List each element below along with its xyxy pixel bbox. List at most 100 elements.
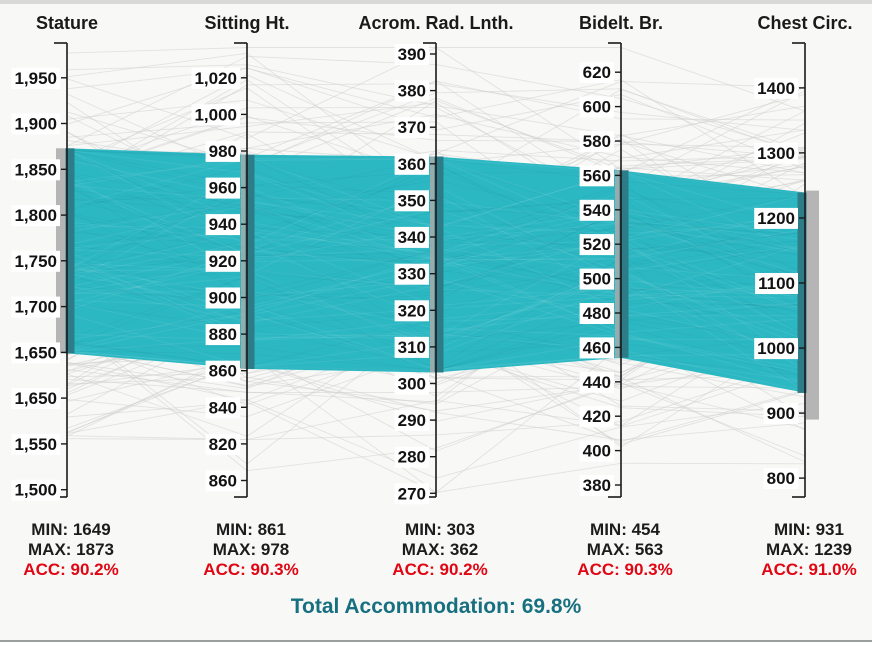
tick-label: 860 <box>209 362 237 381</box>
tick-label: 1,800 <box>14 206 57 225</box>
tick-label: 1,500 <box>14 481 57 500</box>
tick-label: 1300 <box>757 144 795 163</box>
tick-label: 500 <box>583 270 611 289</box>
tick-label: 310 <box>398 338 426 357</box>
tick-label: 270 <box>398 484 426 503</box>
tick-label: 380 <box>398 82 426 101</box>
tick-label: 1,750 <box>14 252 57 271</box>
tick-label: 440 <box>583 373 611 392</box>
top-border-strip <box>0 0 872 4</box>
axis-title-bidelt-br: Bidelt. Br. <box>578 13 664 33</box>
tick-label: 1,900 <box>14 114 57 133</box>
brush-region[interactable] <box>615 170 620 358</box>
tick-label: 370 <box>398 118 426 137</box>
stat-acc: ACC: 90.3% <box>203 560 299 579</box>
tick-label: 1,650 <box>14 389 57 408</box>
stat-acc: ACC: 90.3% <box>577 560 673 579</box>
tick-label: 1,000 <box>194 105 237 124</box>
tick-label: 420 <box>583 407 611 426</box>
stat-min: MIN: 931 <box>774 520 844 539</box>
tick-label: 900 <box>767 404 795 423</box>
stat-acc: ACC: 91.0% <box>761 560 857 579</box>
tick-label: 340 <box>398 228 426 247</box>
stat-min: MIN: 1649 <box>31 520 111 539</box>
tick-label: 940 <box>209 215 237 234</box>
stat-min: MIN: 303 <box>405 520 475 539</box>
stat-max: MAX: 1239 <box>766 540 852 559</box>
tick-label: 320 <box>398 301 426 320</box>
axis-title-sitting-ht: Sitting Ht. <box>204 13 290 33</box>
axis-title-stature: Stature <box>35 13 99 33</box>
tick-label: 380 <box>583 476 611 495</box>
brush-selection[interactable] <box>619 170 629 358</box>
tick-label: 1,850 <box>14 160 57 179</box>
tick-label: 920 <box>209 252 237 271</box>
tick-label: 1200 <box>757 209 795 228</box>
tick-label: 350 <box>398 191 426 210</box>
tick-label: 390 <box>398 45 426 64</box>
tick-label: 520 <box>583 235 611 254</box>
tick-label: 330 <box>398 265 426 284</box>
tick-label: 560 <box>583 166 611 185</box>
axis-bidelt-br: 620 600 580 560 540 520 500 480 460 440 420 400 380 <box>579 42 629 498</box>
brush-region[interactable] <box>430 156 435 373</box>
axis-title-acrom-rad-lnth: Acrom. Rad. Lnth. <box>358 13 514 33</box>
stat-acc: ACC: 90.2% <box>392 560 488 579</box>
brush-selection[interactable] <box>434 156 444 373</box>
total-accommodation-label: Total Accommodation: 69.8% <box>290 595 582 618</box>
tick-label: 1,650 <box>14 343 57 362</box>
tick-label: 1,020 <box>194 69 237 88</box>
stat-min: MIN: 861 <box>216 520 286 539</box>
brush-region[interactable] <box>56 148 66 354</box>
axis-stature: 1,950 1,900 1,850 1,800 1,750 1,700 1,650 1,650… <box>11 42 75 501</box>
stat-min: MIN: 454 <box>590 520 660 539</box>
stat-max: MAX: 978 <box>212 540 290 559</box>
tick-label: 960 <box>209 179 237 198</box>
brush-region[interactable] <box>806 190 819 420</box>
tick-label: 860 <box>209 471 237 490</box>
tick-label: 580 <box>583 132 611 151</box>
tick-label: 820 <box>209 435 237 454</box>
axis-title-chest-circ: Chest Circ. <box>757 13 853 33</box>
stat-acc: ACC: 90.2% <box>23 560 119 579</box>
tick-label: 900 <box>209 288 237 307</box>
brush-region[interactable] <box>241 154 246 369</box>
tick-label: 1400 <box>757 79 795 98</box>
tick-label: 600 <box>583 98 611 117</box>
stats-bidelt-br: MIN: 454 MAX: 563 ACC: 90.3% <box>577 520 672 580</box>
axis-chest-circ: 1400 1300 1200 1100 1000 900 800 <box>754 42 819 498</box>
tick-label: 480 <box>583 304 611 323</box>
tick-label: 880 <box>209 325 237 344</box>
stats-stature: MIN: 1649 MAX: 1873 ACC: 90.2% <box>23 520 118 580</box>
brush-selection[interactable] <box>797 192 807 393</box>
tick-label: 300 <box>398 374 426 393</box>
stat-max: MAX: 563 <box>586 540 664 559</box>
tick-label: 1,950 <box>14 69 57 88</box>
axis-acrom-rad-lnth: 390 380 370 360 350 340 330 320 310 300 290 280 270 <box>394 42 444 505</box>
tick-label: 1000 <box>757 339 795 358</box>
tick-label: 840 <box>209 398 237 417</box>
stat-max: MAX: 362 <box>401 540 479 559</box>
tick-label: 800 <box>767 469 795 488</box>
tick-label: 460 <box>583 338 611 357</box>
tick-label: 1,700 <box>14 298 57 317</box>
stats-sitting-ht: MIN: 861 MAX: 978 ACC: 90.3% <box>203 520 298 580</box>
tick-label: 400 <box>583 442 611 461</box>
brush-selection[interactable] <box>245 154 255 369</box>
axis-sitting-ht: 1,020 1,000 980 960 940 920 900 880 860 840 820 860 <box>191 42 255 498</box>
tick-label: 1,550 <box>14 435 57 454</box>
parallel-coordinates-plot: 1,950 1,900 1,850 1,800 1,750 1,700 1,650 1,650… <box>11 42 819 505</box>
stats-chest-circ: MIN: 931 MAX: 1239 ACC: 91.0% <box>761 520 856 580</box>
tick-label: 980 <box>209 142 237 161</box>
tick-label: 1100 <box>758 274 795 293</box>
tick-label: 540 <box>583 201 611 220</box>
tick-label: 620 <box>583 63 611 82</box>
tick-label: 290 <box>398 411 426 430</box>
stats-acrom-rad-lnth: MIN: 303 MAX: 362 ACC: 90.2% <box>392 520 487 580</box>
tick-label: 360 <box>398 155 426 174</box>
bottom-margin <box>0 642 872 646</box>
tick-label: 280 <box>398 448 426 467</box>
brush-selection[interactable] <box>65 148 75 354</box>
stat-max: MAX: 1873 <box>28 540 114 559</box>
